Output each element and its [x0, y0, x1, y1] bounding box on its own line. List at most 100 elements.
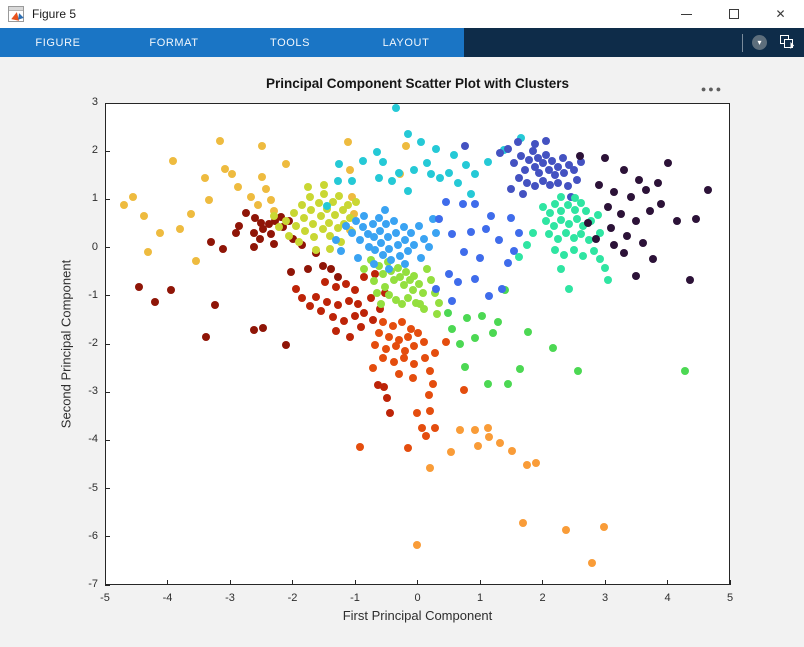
scatter-point-cluster-orange	[484, 424, 493, 433]
scatter-point-cluster-sky-blue	[341, 221, 350, 230]
scatter-point-cluster-yellow-green	[329, 197, 338, 206]
scatter-point-cluster-indigo	[496, 148, 504, 157]
scatter-point-cluster-maroon	[251, 213, 259, 222]
scatter-point-cluster-lime	[385, 290, 394, 299]
scatter-point-cluster-gold	[227, 169, 236, 178]
scatter-point-cluster-emerald	[589, 247, 598, 256]
scatter-point-cluster-dark-purple	[601, 154, 609, 163]
scatter-point-cluster-maroon	[166, 286, 175, 295]
x-tick-mark	[417, 580, 418, 585]
y-tick-mark	[105, 343, 110, 345]
scatter-point-cluster-emerald	[604, 276, 613, 285]
scatter-point-cluster-sky-blue	[416, 254, 425, 263]
tab-layout[interactable]: LAYOUT	[382, 36, 430, 49]
tab-figure[interactable]: FIGURE	[35, 36, 81, 49]
maximize-button[interactable]	[710, 0, 757, 28]
scatter-point-cluster-sky-blue	[374, 213, 383, 222]
scatter-point-cluster-sky-blue	[391, 229, 400, 238]
ribbon-right-controls: ▾	[742, 28, 804, 57]
scatter-point-cluster-red-orange	[426, 407, 434, 416]
scatter-point-cluster-cyan	[422, 158, 431, 167]
scatter-point-cluster-gold	[191, 257, 200, 266]
scatter-point-cluster-red-orange	[368, 364, 377, 373]
scatter-point-cluster-yellow-green	[308, 219, 317, 228]
scatter-point-cluster-sky-blue	[429, 214, 438, 223]
x-tick-mark	[479, 580, 481, 585]
scatter-point-cluster-sky-blue	[369, 232, 378, 241]
plot-title: Principal Component Scatter Plot with Cl…	[265, 76, 570, 91]
y-tick-mark	[105, 391, 110, 393]
scatter-point-cluster-dark-purple	[635, 176, 644, 185]
scatter-point-cluster-royal-blue	[504, 259, 513, 268]
scatter-point-cluster-maroon	[287, 267, 296, 276]
scatter-point-cluster-sky-blue	[364, 242, 373, 251]
scatter-point-cluster-indigo	[577, 157, 586, 166]
scatter-point-cluster-sky-blue	[347, 229, 356, 238]
scatter-point-cluster-cyan	[359, 156, 368, 165]
axes-toolbar-ellipsis-button[interactable]: ●●●	[694, 81, 730, 97]
scatter-point-cluster-gold	[119, 200, 128, 209]
y-tick-mark	[105, 536, 110, 538]
scatter-point-cluster-emerald	[529, 229, 538, 238]
scatter-point-cluster-sky-blue	[381, 206, 389, 214]
scatter-point-cluster-maroon	[318, 261, 327, 270]
scatter-point-cluster-gold	[144, 248, 153, 257]
x-tick-label: 1	[476, 592, 484, 604]
copy-figure-icon[interactable]	[780, 35, 795, 50]
scatter-point-cluster-orange	[599, 523, 608, 532]
scatter-point-cluster-royal-blue	[447, 230, 456, 239]
close-button[interactable]: ✕	[757, 0, 804, 28]
scatter-point-cluster-maroon	[235, 221, 244, 230]
scatter-point-cluster-emerald	[522, 241, 531, 250]
scatter-point-cluster-emerald	[577, 230, 586, 239]
scatter-point-cluster-red-orange	[371, 340, 379, 349]
scatter-point-cluster-yellow-green	[318, 225, 327, 234]
scatter-point-cluster-cyan	[374, 173, 383, 182]
scatter-point-cluster-indigo	[544, 165, 553, 174]
y-tick-label: 2	[91, 144, 98, 157]
scatter-point-cluster-dark-purple	[654, 178, 663, 187]
scatter-point-cluster-red-orange	[356, 443, 364, 452]
scatter-point-cluster-indigo	[535, 168, 544, 177]
scatter-point-cluster-green	[494, 318, 503, 327]
scatter-point-cluster-gold	[216, 136, 224, 145]
scatter-point-cluster-maroon	[241, 208, 250, 217]
scatter-point-cluster-yellow-green	[352, 197, 361, 206]
scatter-point-cluster-yellow-green	[316, 212, 325, 221]
tab-tools[interactable]: TOOLS	[269, 36, 311, 49]
scatter-point-cluster-red-orange	[424, 391, 433, 400]
scatter-point-cluster-lime	[422, 265, 431, 274]
scatter-point-cluster-dark-purple	[619, 249, 628, 258]
scatter-point-cluster-lime	[393, 263, 402, 272]
scatter-point-cluster-lime	[432, 309, 441, 318]
scatter-point-cluster-sky-blue	[410, 241, 419, 250]
scatter-point-cluster-red-orange	[391, 342, 400, 351]
scatter-point-cluster-emerald	[563, 201, 572, 210]
scatter-point-cluster-red	[322, 297, 331, 306]
scatter-point-cluster-lime	[396, 272, 404, 281]
scatter-point-cluster-dark-purple	[583, 218, 592, 227]
minimize-button[interactable]	[663, 0, 710, 28]
collapse-ribbon-button[interactable]: ▾	[752, 35, 767, 50]
scatter-point-cluster-gold	[129, 192, 138, 201]
tab-format[interactable]: FORMAT	[149, 36, 199, 49]
scatter-point-cluster-cyan	[334, 176, 343, 185]
scatter-point-cluster-cyan	[427, 170, 436, 179]
scatter-point-cluster-sky-blue	[414, 221, 423, 230]
scatter-point-cluster-maroon	[211, 301, 219, 310]
scatter-point-cluster-red-orange	[382, 344, 391, 353]
scatter-point-cluster-dark-purple	[576, 152, 584, 161]
scatter-point-cluster-emerald	[577, 199, 586, 208]
scatter-point-cluster-red-orange	[410, 360, 419, 369]
scatter-point-cluster-indigo	[551, 171, 559, 180]
copy-icon-front-square	[784, 39, 793, 48]
scatter-point-cluster-maroon	[151, 298, 159, 307]
scatter-point-cluster-gold	[234, 182, 243, 191]
scatter-point-cluster-cyan	[466, 189, 475, 198]
scatter-point-cluster-red-orange	[389, 358, 398, 367]
scatter-point-cluster-emerald	[551, 200, 559, 209]
plot-area[interactable]	[105, 103, 730, 585]
scatter-point-cluster-cyan	[432, 144, 441, 153]
scatter-point-cluster-royal-blue	[510, 247, 519, 256]
scatter-point-cluster-red-orange	[408, 373, 417, 382]
